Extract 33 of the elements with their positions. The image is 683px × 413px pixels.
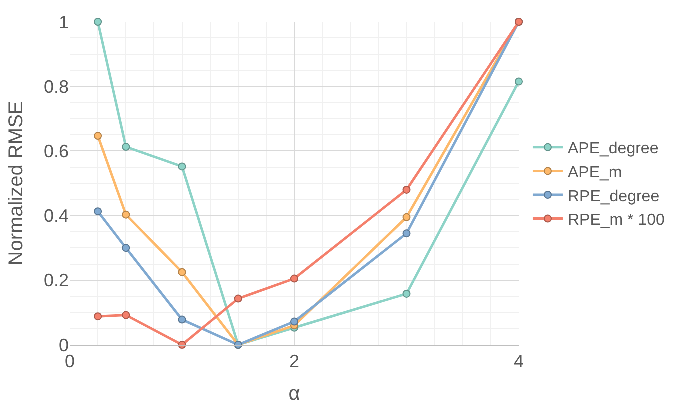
- point: [122, 210, 130, 219]
- legend-label: RPE_m * 100: [568, 212, 666, 230]
- point: [94, 18, 102, 26]
- point: [402, 213, 411, 222]
- point: [94, 312, 102, 321]
- legend-label: APE_m: [568, 164, 622, 182]
- x-axis-title: α: [288, 383, 300, 406]
- point: [402, 186, 411, 194]
- point: [290, 274, 298, 283]
- y-tick-label: 0.8: [44, 76, 69, 97]
- y-axis-title: Normalized RMSE: [5, 101, 28, 266]
- point: [122, 311, 130, 320]
- point: [94, 132, 102, 140]
- point: [402, 290, 411, 298]
- legend-label: APE_degree: [568, 140, 659, 158]
- y-tick-label: 1: [58, 12, 69, 32]
- point: [290, 318, 298, 326]
- point: [122, 244, 130, 252]
- y-tick-label: 0.6: [44, 142, 69, 162]
- point: [122, 143, 130, 151]
- y-tick-label: 0: [58, 335, 69, 356]
- point: [515, 78, 523, 86]
- legend-label: RPE_degree: [568, 188, 660, 206]
- x-tick-label: 2: [289, 352, 300, 372]
- point: [234, 294, 242, 303]
- y-tick-label: 0.2: [44, 270, 69, 291]
- y-tick-label: 0.4: [44, 206, 69, 226]
- point: [178, 268, 186, 276]
- point: [178, 162, 186, 171]
- x-tick-label: 4: [514, 352, 524, 372]
- point: [178, 316, 186, 324]
- point: [94, 208, 102, 216]
- point: [402, 230, 411, 238]
